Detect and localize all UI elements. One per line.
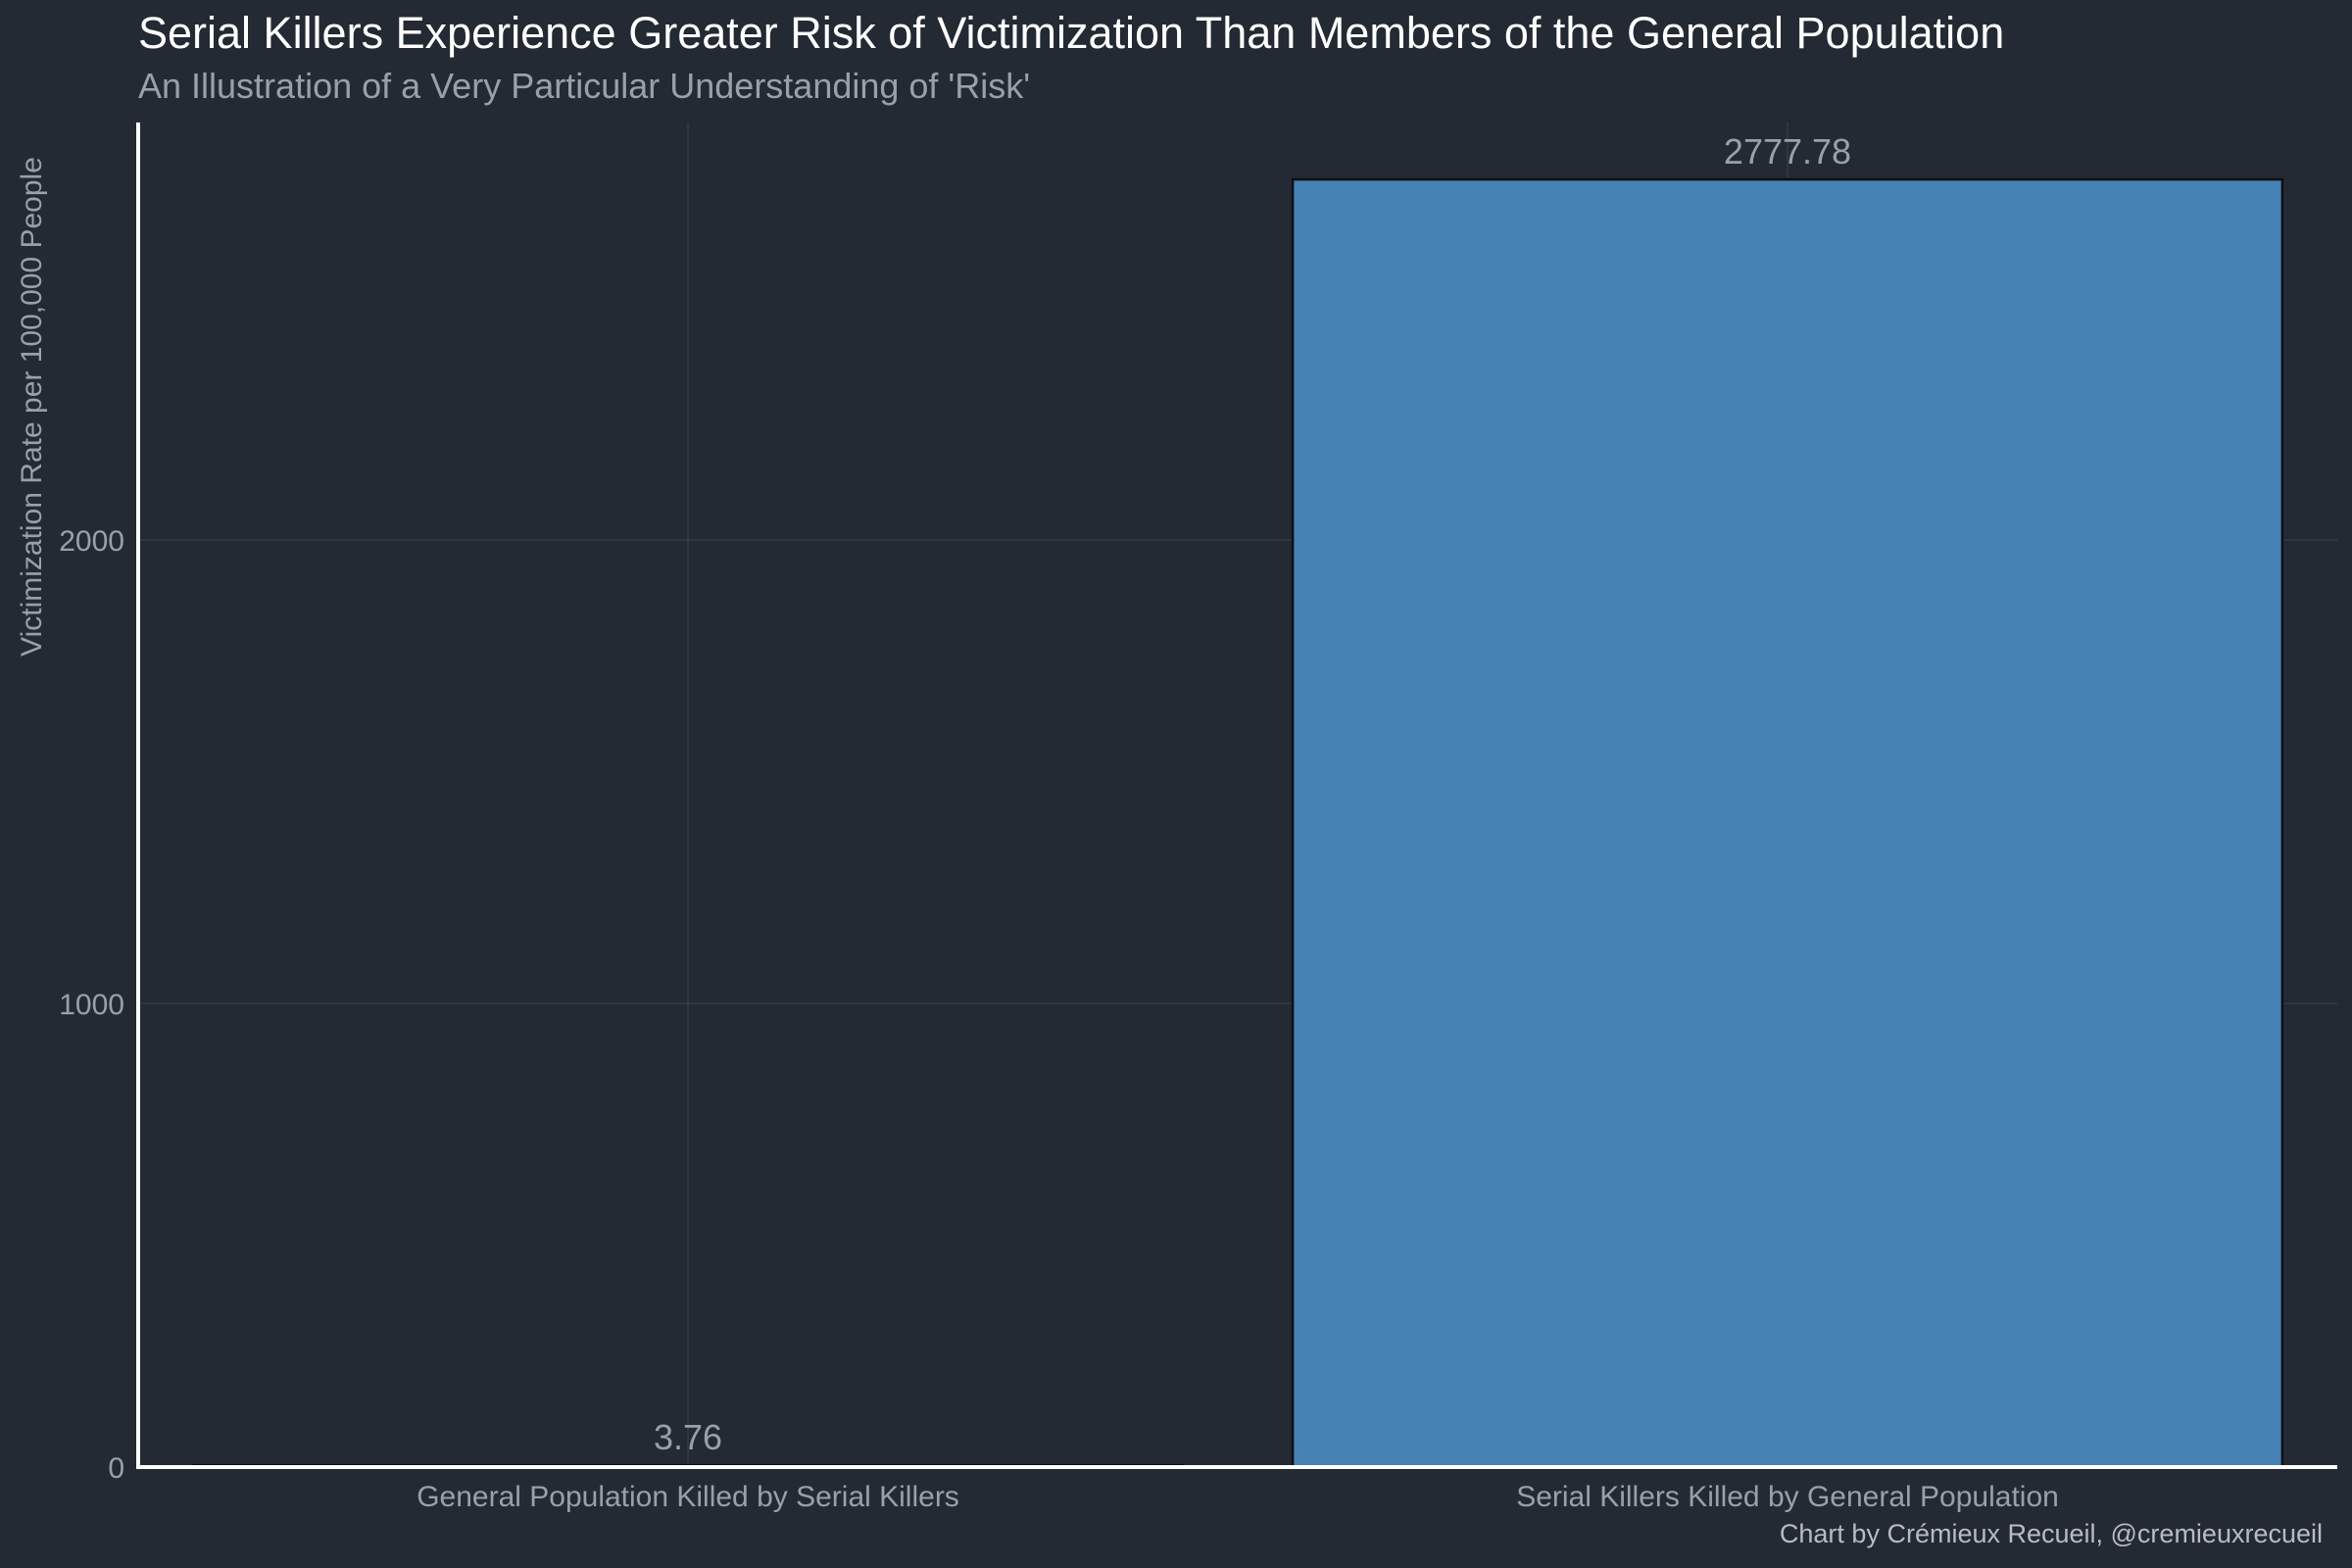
y-tick-label: 2000 (59, 525, 124, 558)
chart-title: Serial Killers Experience Greater Risk o… (138, 8, 2005, 58)
chart-subtitle: An Illustration of a Very Particular Und… (138, 66, 1031, 106)
y-tick-label: 0 (108, 1452, 124, 1485)
bar (1291, 177, 2284, 1469)
y-tick-label: 1000 (59, 989, 124, 1021)
chart-caption: Chart by Crémieux Recueil, @cremieuxrecu… (1779, 1519, 2323, 1548)
x-tick-label: Serial Killers Killed by General Populat… (1516, 1481, 2059, 1513)
x-tick-label: General Population Killed by Serial Kill… (416, 1481, 959, 1513)
y-axis-title: Victimization Rate per 100,000 People (16, 157, 48, 657)
data-label: 2777.78 (1724, 131, 1851, 172)
data-label: 3.76 (654, 1417, 722, 1457)
